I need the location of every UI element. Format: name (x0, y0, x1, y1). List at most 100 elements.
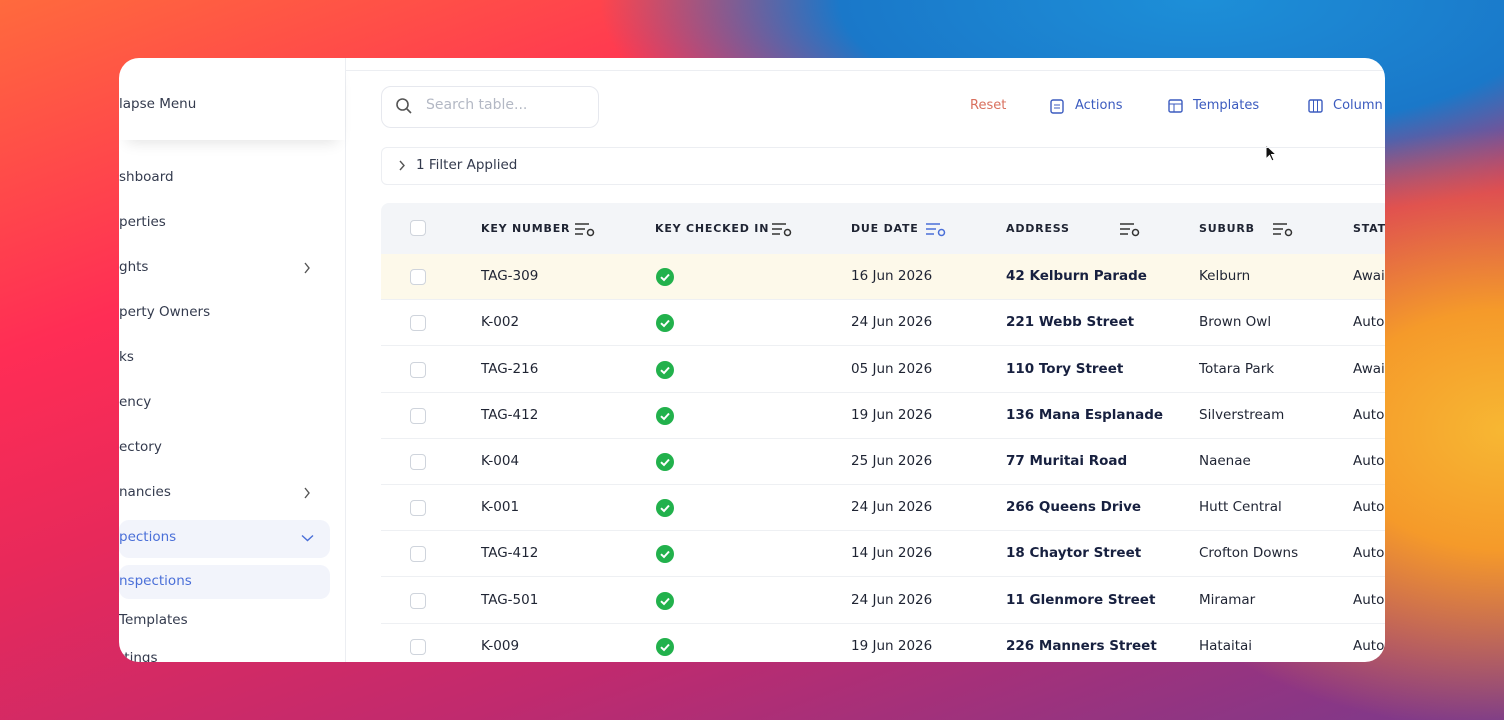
status: Awai (1353, 268, 1385, 285)
nav-item[interactable]: ency (119, 394, 152, 410)
due-date: 24 Jun 2026 (851, 499, 933, 516)
suburb: Miramar (1199, 591, 1256, 608)
suburb: Crofton Downs (1199, 545, 1299, 562)
table-row[interactable] (381, 254, 1385, 301)
row-checkbox[interactable] (410, 315, 426, 332)
table-row[interactable] (381, 485, 1385, 532)
key-number: K-002 (481, 314, 520, 331)
checked-in-icon (656, 268, 674, 287)
nav-chevron-open (301, 534, 314, 542)
table-row[interactable] (381, 346, 1385, 393)
address: 11 Glenmore Street (1006, 591, 1156, 608)
row-checkbox[interactable] (410, 361, 426, 378)
column-header: KEY CHECKED IN (655, 222, 770, 235)
templates-icon (1168, 99, 1183, 113)
due-date: 24 Jun 2026 (851, 591, 933, 608)
address: 42 Kelburn Parade (1006, 268, 1147, 285)
search-box[interactable] (381, 86, 599, 128)
status: Auto (1353, 499, 1385, 516)
checked-in-icon (656, 591, 674, 610)
checked-in-icon (656, 637, 674, 656)
column-header: SUBURB (1199, 222, 1255, 235)
nav-subitem[interactable]: nspections (119, 573, 192, 589)
row-checkbox[interactable] (410, 500, 426, 517)
reset-button[interactable]: Reset (970, 98, 1007, 113)
status: Auto (1353, 545, 1385, 562)
column-settings-icon (1120, 223, 1140, 237)
table-row[interactable] (381, 393, 1385, 439)
checked-in-icon (656, 360, 674, 379)
row-checkbox[interactable] (410, 638, 426, 655)
suburb: Totara Park (1199, 360, 1275, 377)
address: 77 Muritai Road (1006, 452, 1128, 469)
nav-item[interactable]: ectory (119, 439, 162, 455)
address: 266 Queens Drive (1006, 499, 1142, 516)
address: 226 Manners Street (1006, 637, 1157, 654)
nav-item[interactable]: ghts (119, 259, 149, 275)
due-date: 25 Jun 2026 (851, 452, 933, 469)
address: 136 Mana Esplanade (1006, 406, 1164, 423)
filter-chevron (399, 160, 405, 171)
key-number: K-004 (481, 452, 520, 469)
column-header: KEY NUMBER (481, 222, 571, 235)
row-checkbox[interactable] (410, 453, 426, 470)
table-row[interactable] (381, 439, 1385, 485)
active-item-bg (119, 565, 330, 599)
column-settings-icon (926, 223, 946, 237)
nav-item[interactable]: shboard (119, 169, 174, 185)
key-number: TAG-216 (481, 360, 539, 377)
column-header: STAT (1353, 222, 1385, 235)
status: Auto (1353, 314, 1385, 331)
table-row[interactable] (381, 300, 1385, 347)
table-row[interactable] (381, 577, 1385, 624)
mouse-cursor (1265, 144, 1278, 162)
status: Awai (1353, 360, 1385, 377)
table-row[interactable] (381, 531, 1385, 578)
row-checkbox[interactable] (410, 546, 426, 563)
columns-button[interactable]: Column (1333, 98, 1383, 113)
address: 18 Chaytor Street (1006, 545, 1142, 562)
nav-item[interactable]: perties (119, 214, 166, 230)
key-number: TAG-501 (481, 591, 539, 608)
suburb: Naenae (1199, 452, 1251, 469)
columns-icon (1308, 99, 1323, 113)
nav-chevron (304, 487, 310, 499)
nav-subitem[interactable]: Templates (119, 612, 188, 628)
actions-button[interactable]: Actions (1075, 98, 1123, 113)
top-divider (345, 70, 1385, 71)
nav-chevron (304, 262, 310, 274)
column-settings-icon (772, 223, 792, 237)
suburb: Silverstream (1199, 406, 1285, 423)
suburb: Brown Owl (1199, 314, 1272, 331)
checked-in-icon (656, 499, 674, 518)
nav-item[interactable]: ks (119, 349, 134, 365)
nav-subitem[interactable]: ttings (119, 650, 158, 662)
suburb: Hataitai (1199, 637, 1253, 654)
nav-item[interactable]: pections (119, 529, 177, 545)
due-date: 16 Jun 2026 (851, 268, 933, 285)
due-date: 19 Jun 2026 (851, 637, 933, 654)
active-group-bg (119, 520, 330, 558)
key-number: K-009 (481, 637, 520, 654)
collapse-menu[interactable]: lapse Menu (119, 96, 197, 112)
checked-in-icon (656, 452, 674, 471)
templates-button[interactable]: Templates (1193, 98, 1260, 113)
row-checkbox[interactable] (410, 592, 426, 609)
nav-item[interactable]: nancies (119, 484, 171, 500)
due-date: 05 Jun 2026 (851, 360, 933, 377)
row-checkbox[interactable] (410, 269, 426, 286)
status: Auto (1353, 452, 1385, 469)
column-settings-icon (575, 223, 595, 237)
column-settings-icon (1273, 223, 1293, 237)
row-checkbox[interactable] (410, 407, 426, 424)
filter-bar[interactable] (381, 147, 1385, 185)
header-checkbox[interactable] (410, 220, 426, 236)
key-number: TAG-412 (481, 545, 539, 562)
column-header: DUE DATE (851, 222, 919, 235)
suburb: Hutt Central (1199, 499, 1282, 516)
status: Auto (1353, 406, 1385, 423)
nav-item[interactable]: perty Owners (119, 304, 211, 320)
checked-in-icon (656, 314, 674, 333)
key-number: TAG-309 (481, 268, 539, 285)
key-number: K-001 (481, 499, 520, 516)
